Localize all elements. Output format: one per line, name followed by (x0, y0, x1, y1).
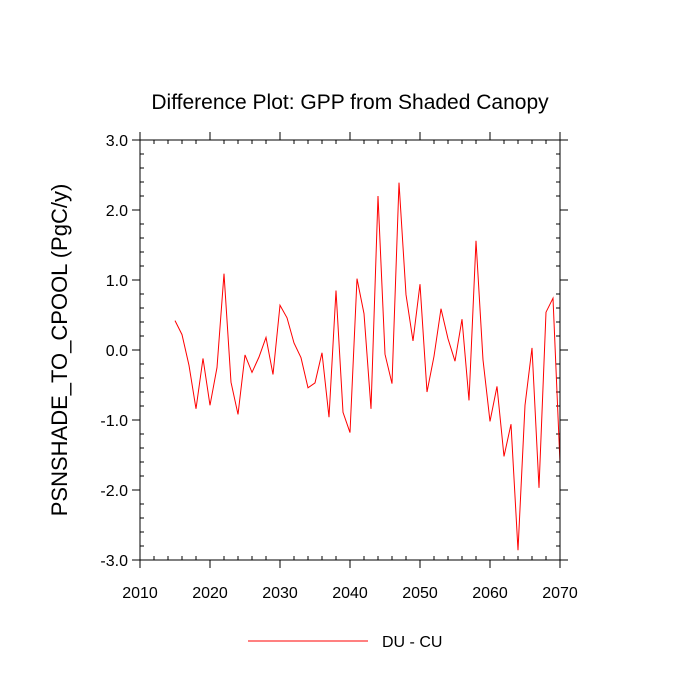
series-lines (174, 182, 561, 551)
y-tick-label: 1.0 (106, 273, 128, 290)
x-tick-label: 2030 (262, 585, 298, 602)
x-tick-label: 2070 (542, 585, 578, 602)
y-tick-label: 3.0 (106, 133, 128, 150)
plot-frame (139, 139, 561, 561)
axis-ticks (132, 132, 568, 568)
legend: DU - CU (248, 634, 442, 651)
x-tick-label: 2040 (332, 585, 368, 602)
x-tick-label: 2050 (402, 585, 438, 602)
x-tick-labels: 2010 2020 2030 2040 2050 2060 2070 (122, 585, 578, 602)
series-line-du-cu (174, 182, 561, 551)
x-tick-label: 2020 (192, 585, 228, 602)
y-axis-label: PSNSHADE_TO_CPOOL (PgC/y) (47, 184, 72, 517)
y-tick-labels: 3.0 2.0 1.0 0.0 -1.0 -2.0 -3.0 (100, 133, 128, 570)
chart-title: Difference Plot: GPP from Shaded Canopy (151, 91, 549, 114)
x-tick-label: 2010 (122, 585, 158, 602)
y-tick-label: -1.0 (100, 413, 128, 430)
y-tick-label: 2.0 (106, 203, 128, 220)
y-tick-label: -2.0 (100, 483, 128, 500)
y-tick-label: -3.0 (100, 553, 128, 570)
y-tick-label: 0.0 (106, 343, 128, 360)
legend-label-du-cu: DU - CU (382, 634, 442, 651)
x-tick-label: 2060 (472, 585, 508, 602)
